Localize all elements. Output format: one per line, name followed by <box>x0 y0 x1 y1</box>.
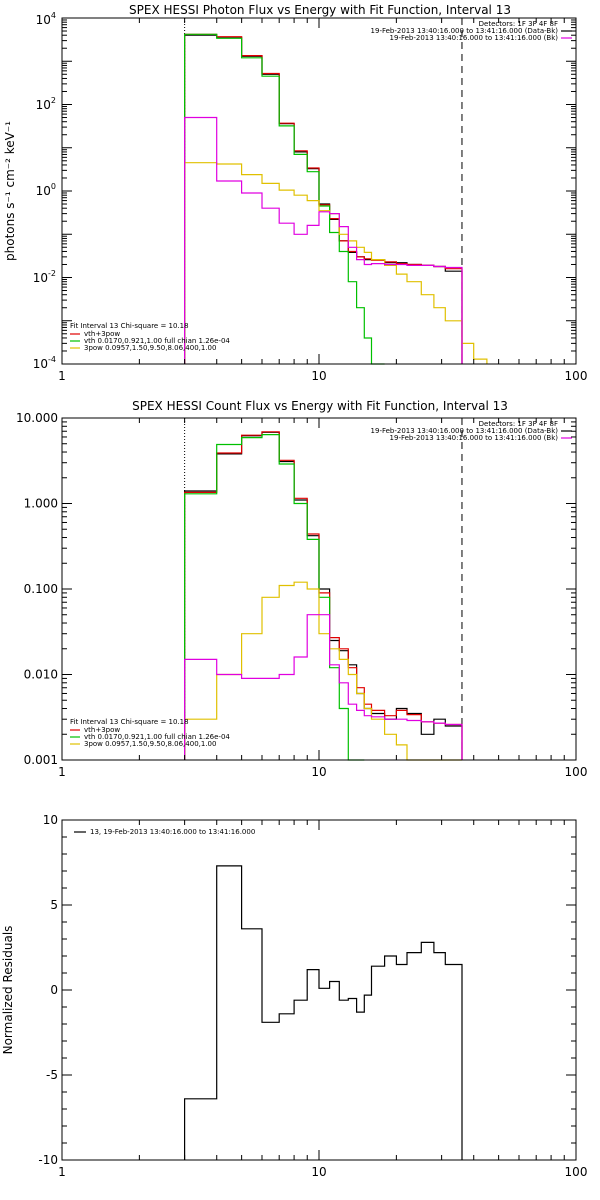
count-legend-right-text: 19-Feb-2013 13:40:16.000 to 13:41:16.000… <box>371 427 559 435</box>
count-legend-left-header: Fit Interval 13 Chi-square = 10.18 <box>70 718 189 726</box>
residuals-xtick-label: 100 <box>565 1165 588 1179</box>
residuals-y-axis-label: Normalized Residuals <box>1 926 15 1055</box>
residuals-plot-frame <box>61 819 577 1161</box>
residuals-ytick-label: 5 <box>50 898 58 912</box>
residuals-ytick-label: -10 <box>38 1153 58 1167</box>
count-flux-chart: SPEX HESSI Count Flux vs Energy with Fit… <box>16 399 587 779</box>
residuals-ytick-label: -5 <box>46 1068 58 1082</box>
residuals-ytick-label: 0 <box>50 983 58 997</box>
photon-xtick-label: 100 <box>565 369 588 383</box>
photon-series-line <box>184 33 385 365</box>
photon-legend-right-text: Detectors: 1F 3F 4F 8F <box>479 20 558 28</box>
photon-y-axis-label: photons s⁻¹ cm⁻² keV⁻¹ <box>3 121 17 261</box>
count-ytick-label: 1.000 <box>24 497 58 511</box>
count-legend-left-text: 3pow 0.0957,1.50,9.50,8.06,400,1.00 <box>84 740 216 748</box>
count-series-line <box>184 431 463 760</box>
count-legend-right-text: 19-Feb-2013 13:40:16.000 to 13:41:16.000… <box>390 434 559 442</box>
photon-ytick-label: 10-4 <box>33 355 56 371</box>
count-ytick-label: 0.010 <box>24 668 58 682</box>
photon-series-line <box>184 116 463 364</box>
photon-legend-left-text: 3pow 0.0957,1.50,9.50,8.06,400,1.00 <box>84 344 216 352</box>
count-ytick-label: 0.100 <box>24 582 58 596</box>
count-xtick-label: 10 <box>311 765 326 779</box>
count-xtick-label: 1 <box>58 765 66 779</box>
photon-ytick-label: 10-2 <box>33 269 56 285</box>
count-series-line <box>184 434 365 761</box>
photon-legend-right-text: 19-Feb-2013 13:40:16.000 to 13:41:16.000… <box>390 34 559 42</box>
photon-chart-title: SPEX HESSI Photon Flux vs Energy with Fi… <box>129 3 511 17</box>
photon-xtick-label: 1 <box>58 369 66 383</box>
residuals-xtick-label: 1 <box>58 1165 66 1179</box>
count-legend-right-text: Detectors: 1F 3F 4F 8F <box>479 420 558 428</box>
photon-legend-left-header: Fit Interval 13 Chi-square = 10.18 <box>70 322 189 330</box>
photon-legend-right-text: 19-Feb-2013 13:40:16.000 to 13:41:16.000… <box>371 27 559 35</box>
residuals-xtick-label: 10 <box>311 1165 326 1179</box>
count-legend-left-text: vth 0.0170,0.921,1.00 full chian 1.26e-0… <box>84 733 230 741</box>
photon-series-line <box>184 162 488 364</box>
residuals-series-line <box>184 865 463 1160</box>
count-xtick-label: 100 <box>565 765 588 779</box>
photon-xtick-label: 10 <box>311 369 326 383</box>
count-ytick-label: 0.001 <box>24 753 58 767</box>
photon-legend-left-text: vth+3pow <box>84 330 120 338</box>
count-series-line <box>184 581 462 761</box>
count-series-line <box>184 431 463 760</box>
photon-ytick-label: 104 <box>36 11 56 27</box>
count-ytick-label: 10.000 <box>16 411 58 425</box>
photon-legend-left-text: vth 0.0170,0.921,1.00 full chian 1.26e-0… <box>84 337 230 345</box>
photon-series-line <box>184 34 463 364</box>
count-legend-left-text: vth+3pow <box>84 726 120 734</box>
photon-series-line <box>184 33 463 364</box>
residuals-ytick-label: 10 <box>43 813 58 827</box>
count-chart-title: SPEX HESSI Count Flux vs Energy with Fit… <box>132 399 508 413</box>
residuals-chart: 1 10 100 -10 -5 0 5 10 Normalized Residuals 13… <box>1 813 587 1179</box>
photon-flux-chart: SPEX HESSI Photon Flux vs Energy with Fi… <box>3 3 587 383</box>
photon-ytick-label: 100 <box>36 182 56 198</box>
photon-ytick-label: 102 <box>36 96 56 112</box>
residuals-legend-text: 13, 19-Feb-2013 13:40:16.000 to 13:41:16… <box>90 828 255 836</box>
count-series-line <box>184 614 463 760</box>
